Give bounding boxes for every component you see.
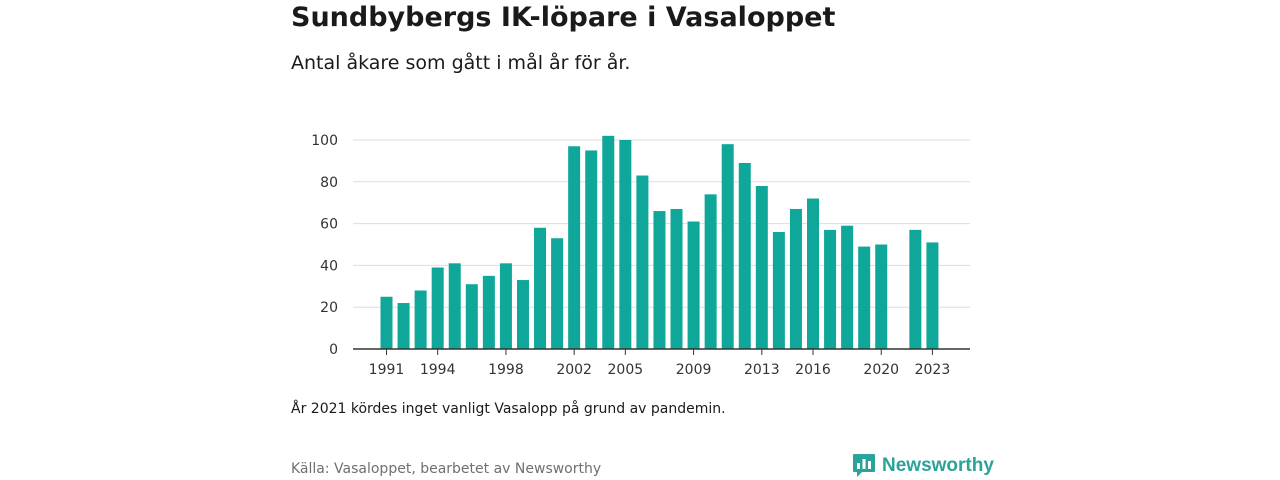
- bar-1993: [414, 290, 427, 349]
- x-tick-label: 2005: [608, 362, 644, 378]
- bar-2023: [926, 242, 939, 349]
- x-tick-label: 2013: [744, 362, 780, 378]
- bar-2009: [687, 221, 700, 349]
- x-tick-label: 2020: [863, 362, 899, 378]
- brand-name: Newsworthy: [882, 454, 994, 476]
- bar-2002: [568, 146, 581, 349]
- y-tick-label: 60: [320, 217, 338, 233]
- x-tick-label: 2009: [676, 362, 712, 378]
- bar-2017: [824, 229, 837, 349]
- bar-1994: [431, 267, 444, 349]
- bar-2007: [653, 211, 666, 349]
- bar-2006: [636, 175, 649, 349]
- bar-2015: [789, 208, 802, 349]
- bar-1991: [380, 296, 393, 349]
- x-tick-label: 1994: [420, 362, 456, 378]
- bars: [380, 135, 939, 349]
- newsworthy-logo: Newsworthy: [852, 453, 994, 478]
- y-tick-label: 40: [320, 258, 338, 274]
- bar-2020: [875, 244, 888, 349]
- y-tick-label: 20: [320, 300, 338, 316]
- x-tick-label: 2002: [556, 362, 592, 378]
- chart-title: Sundbybergs IK-löpare i Vasaloppet: [291, 2, 836, 33]
- x-tick-label: 1991: [369, 362, 405, 378]
- bar-2012: [738, 162, 751, 349]
- x-tick-label: 1998: [488, 362, 524, 378]
- bar-1998: [499, 263, 512, 349]
- chart-note: År 2021 kördes inget vanligt Vasalopp på…: [291, 401, 726, 417]
- bar-2014: [772, 231, 785, 349]
- bar-2019: [858, 246, 871, 349]
- x-axis-ticks: 1991 1994 1998 2002 2005 2009 2013 2016 2020 2023: [353, 348, 970, 378]
- y-axis-ticks: 0 20 40 60 80 100: [311, 133, 338, 358]
- bar-2001: [551, 238, 564, 349]
- x-tick-label: 2023: [915, 362, 951, 378]
- bar-2011: [721, 144, 734, 349]
- bar-2022: [909, 229, 922, 349]
- bar-1999: [516, 280, 529, 349]
- bar-2010: [704, 194, 717, 349]
- x-tick-label: 2016: [795, 362, 831, 378]
- newsworthy-logo-icon: [853, 454, 875, 477]
- bar-2018: [841, 225, 854, 349]
- bar-2000: [534, 227, 547, 349]
- bar-1992: [397, 303, 410, 349]
- bar-2005: [619, 140, 632, 349]
- bar-2004: [602, 135, 615, 349]
- bar-1997: [482, 275, 495, 349]
- y-tick-label: 80: [320, 175, 338, 191]
- bar-2003: [585, 150, 598, 349]
- bar-2013: [755, 185, 768, 349]
- y-tick-label: 0: [329, 342, 338, 358]
- bar-1996: [465, 284, 478, 349]
- bar-1995: [448, 263, 461, 349]
- bar-2016: [807, 198, 819, 349]
- y-tick-label: 100: [311, 133, 338, 149]
- bar-2008: [670, 208, 683, 349]
- chart-subtitle: Antal åkare som gått i mål år för år.: [291, 52, 631, 74]
- source-credit: Källa: Vasaloppet, bearbetet av Newswort…: [291, 461, 602, 477]
